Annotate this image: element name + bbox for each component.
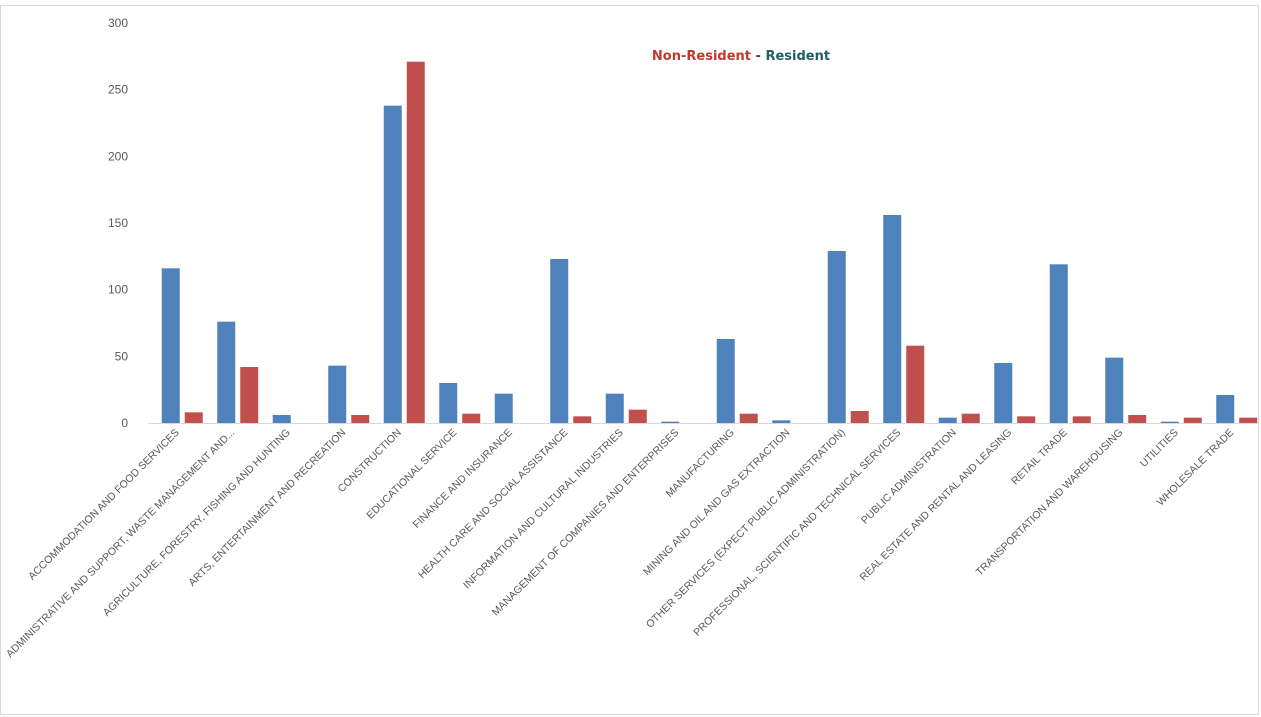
y-axis: 0 50 100 150 200 250 300: [108, 16, 128, 430]
bar: [573, 416, 592, 423]
bar: [961, 413, 980, 423]
bar: [184, 412, 203, 423]
x-tick-label: ADMINISTRATIVE AND SUPPORT, WASTE MANAGE…: [4, 427, 237, 660]
bar: [439, 383, 458, 423]
x-tick-label: EDUCATIONAL SERVICE: [364, 427, 459, 522]
bar: [938, 417, 957, 423]
bar: [827, 251, 846, 423]
bar: [883, 215, 902, 423]
legend-separator: -: [756, 49, 766, 64]
bar: [850, 411, 869, 423]
y-tick-label: 200: [108, 149, 128, 163]
legend-item-resident: Resident: [765, 49, 830, 64]
bar: [1160, 421, 1179, 423]
bar: [1017, 416, 1036, 423]
bar: [716, 339, 735, 423]
bar: [1072, 416, 1091, 423]
bar: [906, 345, 925, 423]
x-tick-label: RETAIL TRADE: [1009, 427, 1070, 488]
bar: [217, 321, 236, 423]
bar: [628, 409, 647, 423]
bar: [328, 365, 347, 423]
x-tick-label: PROFESSIONAL, SCIENTIFIC AND TECHNICAL S…: [691, 427, 903, 639]
x-tick-label: UTILITIES: [1138, 427, 1181, 470]
bar: [661, 421, 680, 423]
bars: [161, 61, 1258, 424]
x-tick-label: PUBLIC ADMINISTRATION: [859, 427, 959, 527]
bar: [406, 61, 425, 424]
bar: [161, 268, 180, 423]
y-tick-label: 0: [121, 416, 128, 430]
bar: [550, 259, 569, 423]
y-tick-label: 100: [108, 283, 128, 297]
bar: [494, 393, 513, 423]
bar: [240, 367, 259, 423]
category-labels: ACCOMMODATION AND FOOD SERVICESADMINISTR…: [4, 427, 1236, 660]
bar: [462, 413, 481, 423]
bar: [1239, 417, 1258, 423]
bar: [605, 393, 624, 423]
bar: [772, 420, 791, 423]
bar: [272, 415, 291, 423]
x-tick-label: MANAGEMENT OF COMPANIES AND ENTERPRISES: [490, 427, 682, 619]
bar: [383, 105, 402, 424]
legend-item-non-resident: Non-Resident: [652, 49, 751, 64]
bar: [1128, 415, 1147, 423]
y-tick-label: 250: [108, 83, 128, 97]
bar: [1049, 264, 1068, 423]
y-tick-label: 50: [115, 349, 129, 363]
y-tick-label: 150: [108, 216, 128, 230]
bar: [1216, 395, 1235, 423]
bar: [739, 413, 758, 423]
x-tick-label: AGRICULTURE, FORESTRY, FISHING AND HUNTI…: [101, 427, 293, 619]
legend: Non-Resident - Resident: [652, 49, 830, 64]
bar: [1105, 357, 1124, 423]
bar: [351, 415, 370, 423]
bar: [994, 363, 1013, 423]
chart-frame: [0, 5, 1259, 715]
bar: [1183, 417, 1202, 423]
y-tick-label: 300: [108, 16, 128, 30]
x-tick-label: OTHER SERVICES (EXPECT PUBLIC ADMINISTRA…: [644, 427, 848, 631]
x-tick-label: FINANCE AND INSURANCE: [411, 427, 515, 531]
